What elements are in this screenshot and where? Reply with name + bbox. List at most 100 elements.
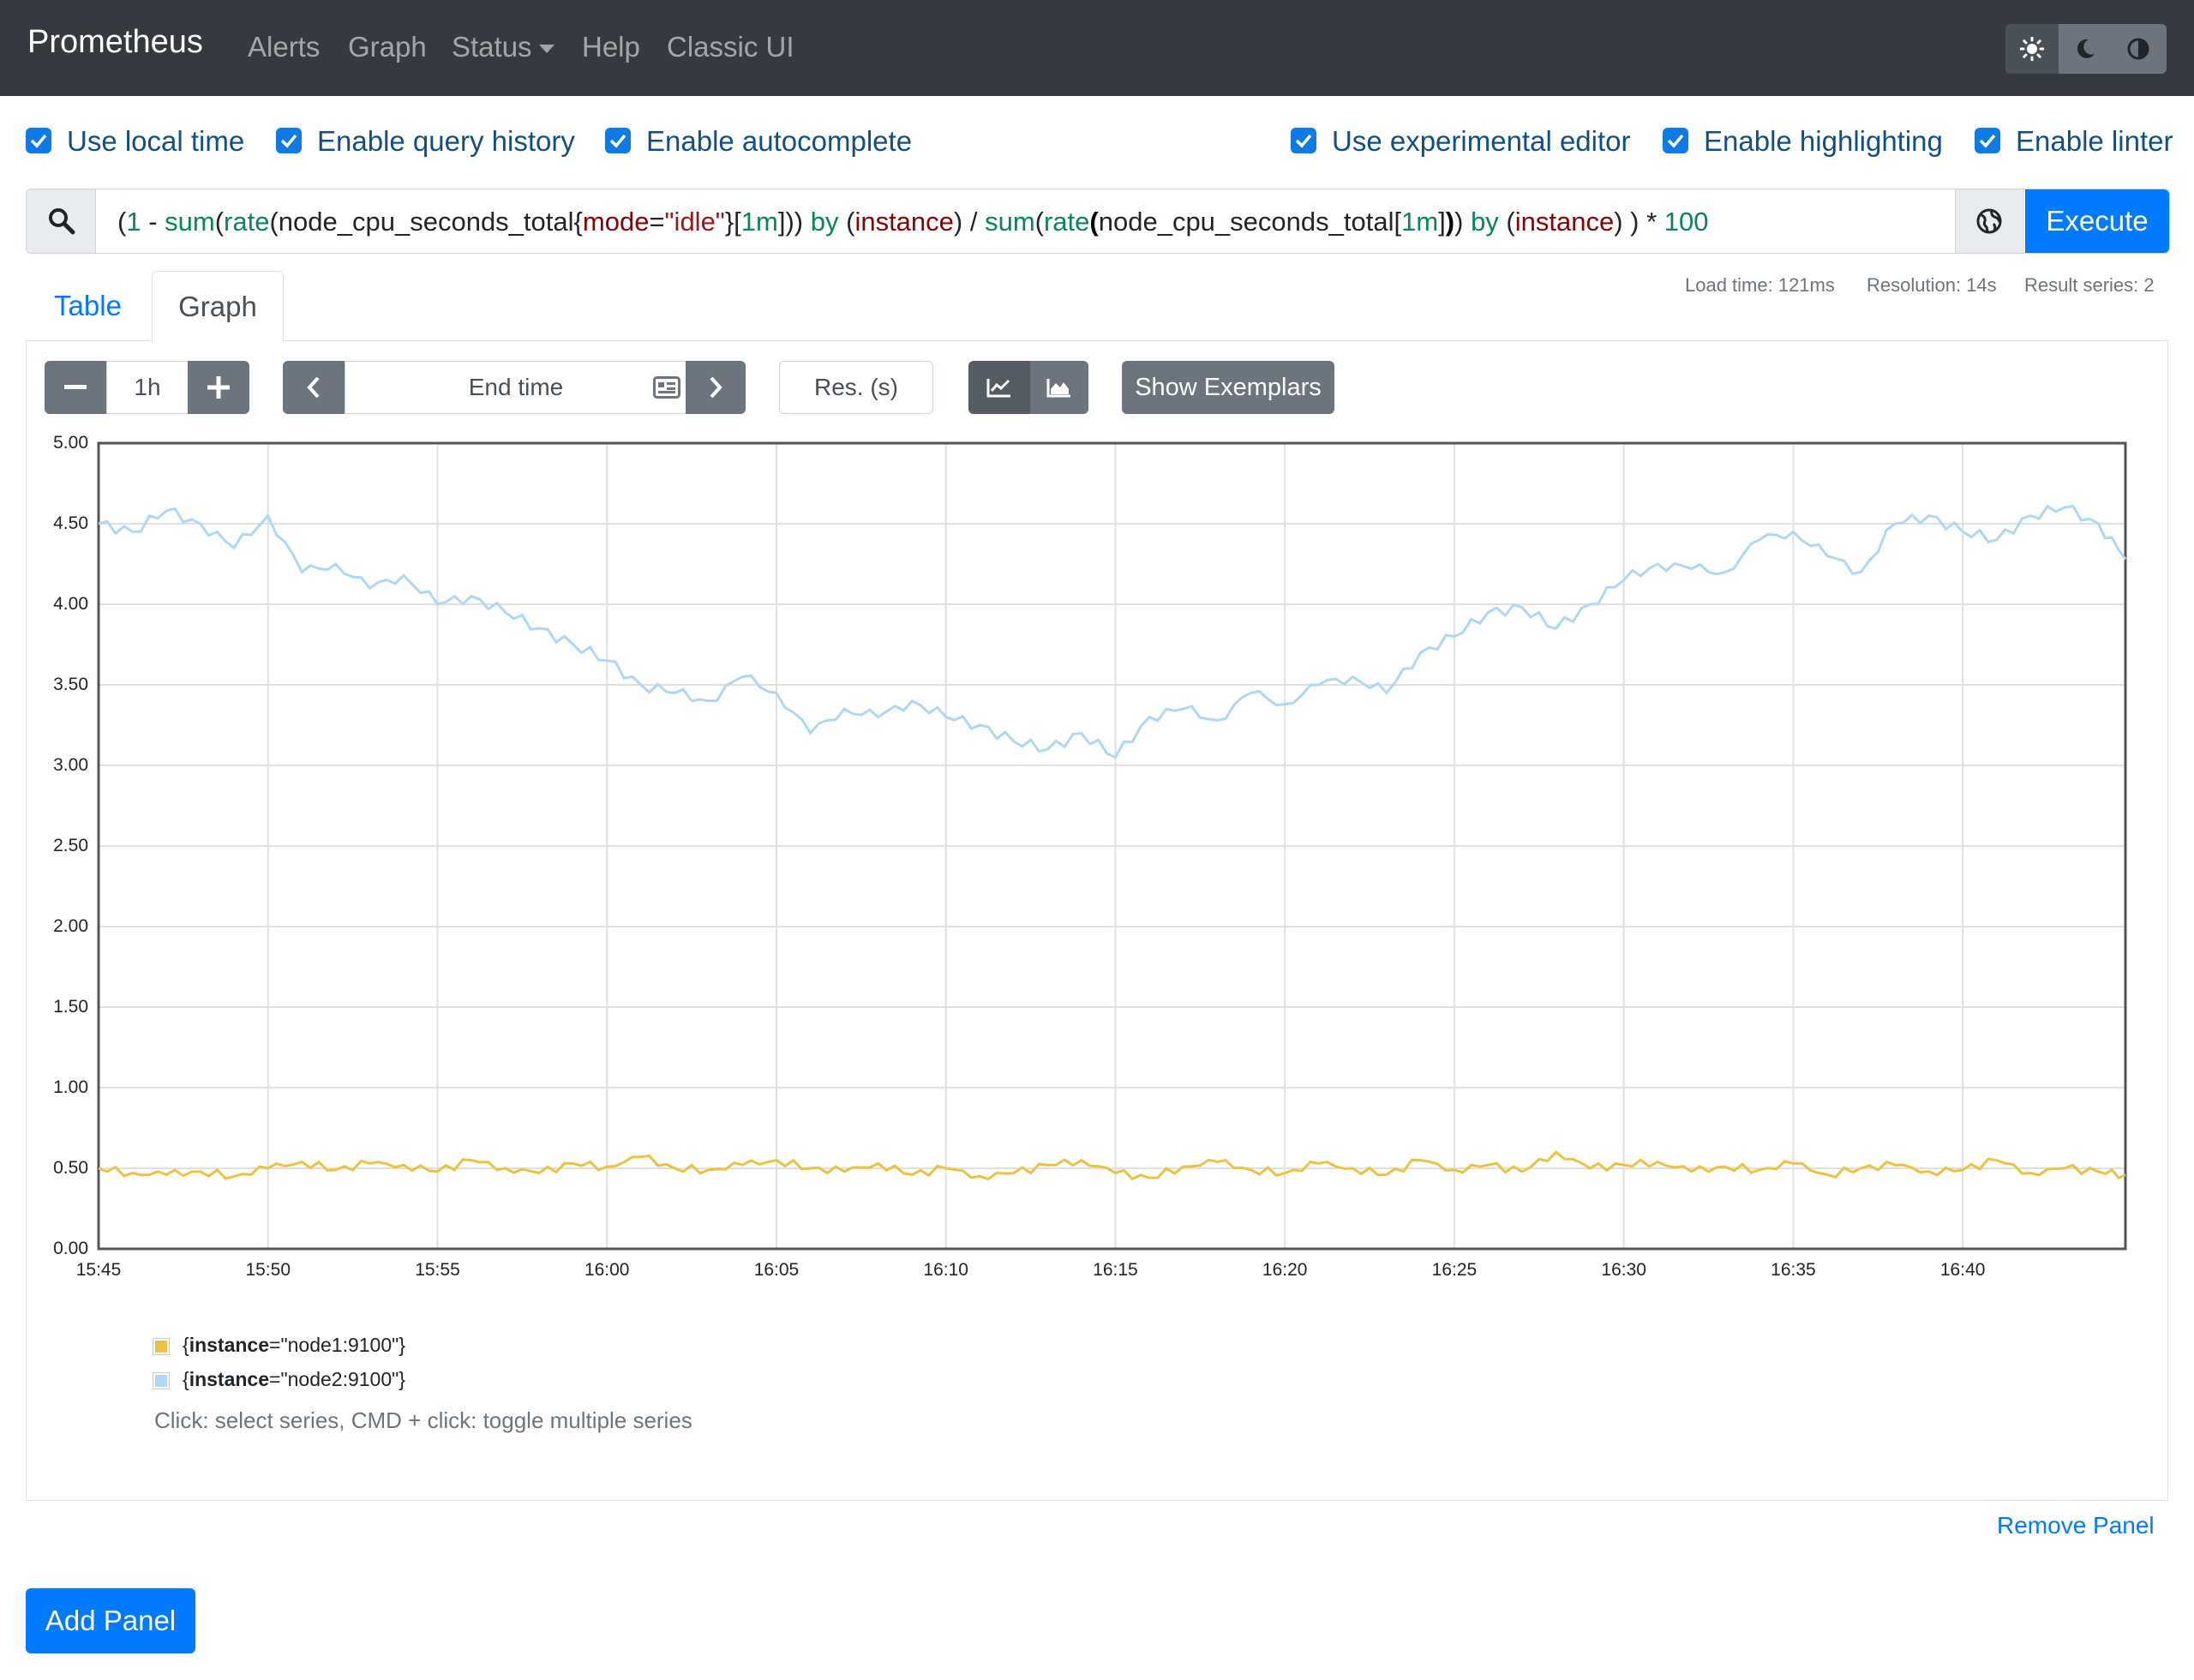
end-time-input[interactable]: End time	[345, 361, 687, 414]
query-token: 1m	[1401, 207, 1439, 237]
brand-logo[interactable]: Prometheus	[27, 24, 203, 60]
end-time-placeholder: End time	[468, 374, 564, 400]
query-token: by	[810, 207, 839, 237]
show-exemplars-button[interactable]: Show Exemplars	[1122, 361, 1334, 414]
half-circle-icon	[2127, 38, 2149, 60]
checkbox-checked-icon[interactable]	[1291, 128, 1316, 153]
x-tick-label: 16:35	[1771, 1260, 1816, 1280]
option-label: Enable autocomplete	[646, 125, 913, 157]
stacked-chart-button[interactable]	[1030, 361, 1088, 414]
query-token: {	[573, 207, 583, 237]
query-token: instance	[1514, 207, 1615, 237]
range-input[interactable]: 1h	[106, 361, 189, 414]
query-token: mode	[582, 207, 650, 237]
x-tick-label: 16:40	[1939, 1260, 1986, 1280]
nav-alerts[interactable]: Alerts	[248, 31, 321, 63]
decrease-range-button[interactable]	[45, 361, 106, 414]
option-label: Enable linter	[2016, 125, 2173, 157]
query-token: 1	[126, 207, 141, 237]
y-tick-label: 2.50	[53, 836, 88, 855]
query-token: ]	[1438, 207, 1446, 237]
query-token: rate	[1043, 207, 1090, 237]
expression-input[interactable]: (1 - sum(rate(node_cpu_seconds_total{mod…	[117, 207, 1709, 237]
y-tick-label: 0.00	[53, 1239, 88, 1258]
x-tick-label: 16:20	[1262, 1260, 1308, 1280]
plot-frame	[97, 441, 2127, 1251]
query-token: (	[117, 207, 127, 237]
query-token: (	[1089, 207, 1099, 237]
remove-panel-link[interactable]: Remove Panel	[1997, 1512, 2155, 1539]
query-token: by	[1471, 207, 1499, 237]
dark-theme-button[interactable]	[2059, 24, 2112, 74]
option-label: Enable highlighting	[1704, 125, 1943, 157]
previous-time-button[interactable]	[283, 361, 345, 414]
area-chart-icon	[1046, 379, 1070, 398]
checkbox-checked-icon[interactable]	[276, 128, 302, 153]
query-token: -	[141, 207, 165, 237]
legend-label-value: ="node2:9100"}	[269, 1368, 405, 1390]
nav-graph[interactable]: Graph	[348, 31, 427, 63]
legend-label: {instance="node1:9100"}	[183, 1334, 405, 1356]
caret-down-icon	[538, 45, 554, 54]
next-time-button[interactable]	[686, 361, 746, 414]
unstacked-chart-button[interactable]	[968, 361, 1030, 414]
graph-chart[interactable]	[0, 0, 2194, 1303]
query-token: 100	[1663, 207, 1709, 237]
nav-help[interactable]: Help	[582, 31, 640, 63]
graph-panel	[26, 340, 2168, 1501]
tab-graph[interactable]: Graph	[152, 271, 284, 343]
x-tick-label: 15:45	[75, 1260, 122, 1280]
execute-button[interactable]: Execute	[2025, 189, 2169, 253]
query-token: }	[724, 207, 734, 237]
query-token: "idle"	[664, 207, 725, 237]
query-token: node_cpu_seconds_total	[278, 207, 574, 237]
query-token: (	[838, 207, 855, 237]
x-tick-label: 16:05	[753, 1260, 800, 1280]
x-tick-label: 16:15	[1093, 1260, 1138, 1280]
legend-label: {instance="node2:9100"}	[183, 1368, 405, 1390]
moon-icon	[2077, 39, 2095, 58]
legend-swatch	[153, 1338, 170, 1355]
legend-label-value: ="node1:9100"}	[269, 1334, 405, 1356]
nav-status-label: Status	[452, 31, 532, 63]
calendar-icon[interactable]	[653, 376, 680, 399]
chevron-left-icon	[307, 376, 320, 399]
expression-input-group: (1 - sum(rate(node_cpu_seconds_total{mod…	[26, 189, 2170, 254]
query-token: sum	[985, 207, 1035, 237]
query-token: (	[1498, 207, 1515, 237]
checkbox-checked-icon[interactable]	[1975, 128, 2000, 153]
x-tick-label: 15:55	[415, 1260, 460, 1280]
plus-icon	[207, 376, 230, 399]
series-line-2	[98, 504, 2127, 759]
checkbox-checked-icon[interactable]	[26, 128, 51, 153]
nav-classic-ui[interactable]: Classic UI	[667, 31, 794, 63]
globe-icon	[1976, 208, 2002, 234]
x-tick-label: 15:50	[245, 1260, 291, 1280]
x-tick-label: 16:25	[1431, 1260, 1478, 1280]
y-tick-label: 3.50	[53, 675, 88, 694]
metrics-explorer-button[interactable]	[1955, 189, 2024, 253]
legend-swatch	[153, 1372, 170, 1389]
option-label: Use experimental editor	[1332, 125, 1631, 157]
y-tick-label: 1.00	[53, 1077, 88, 1097]
x-tick-label: 16:10	[923, 1260, 968, 1280]
y-tick-label: 1.50	[53, 997, 88, 1017]
tab-table[interactable]: Table	[54, 290, 122, 321]
resolution-input[interactable]: Res. (s)	[779, 361, 933, 414]
query-token: node_cpu_seconds_total	[1098, 207, 1394, 237]
query-token: (	[214, 207, 225, 237]
auto-theme-button[interactable]	[2112, 24, 2165, 74]
add-panel-button[interactable]: Add Panel	[26, 1588, 195, 1653]
y-tick-label: 3.00	[53, 755, 88, 775]
checkbox-checked-icon[interactable]	[1663, 128, 1688, 153]
nav-status[interactable]: Status	[452, 31, 554, 63]
increase-range-button[interactable]	[188, 361, 249, 414]
query-token: =	[649, 207, 665, 237]
minus-icon	[64, 385, 87, 389]
light-theme-button[interactable]	[2005, 24, 2059, 74]
x-tick-label: 16:00	[584, 1260, 630, 1280]
query-token: ]))	[777, 207, 811, 237]
resolution: Resolution: 14s	[1867, 274, 1997, 296]
legend-label-key: instance	[189, 1368, 270, 1390]
checkbox-checked-icon[interactable]	[605, 128, 631, 153]
